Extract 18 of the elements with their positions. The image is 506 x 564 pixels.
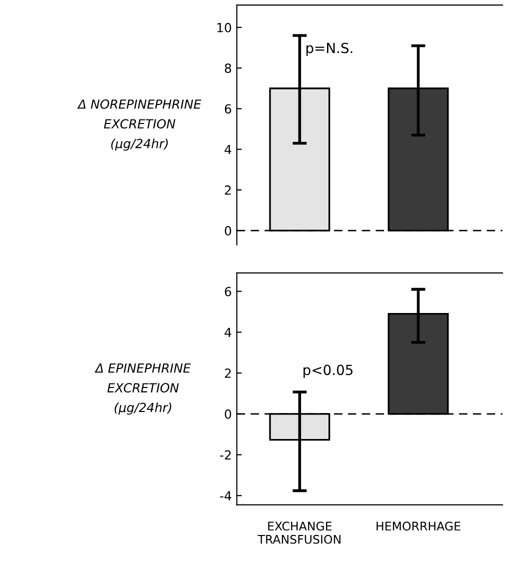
annotation: p=N.S. bbox=[306, 42, 352, 56]
y-axis-title: Δ NOREPINEPHRINE EXCRETION (μg/24hr) bbox=[77, 99, 202, 151]
y-tick-label: 0 bbox=[224, 226, 232, 236]
y-axis-title: Δ EPINEPHRINE EXCRETION (μg/24hr) bbox=[94, 364, 191, 415]
y-tick-label: 2 bbox=[224, 368, 231, 378]
y-tick-label: 0 bbox=[224, 409, 232, 419]
y-tick-label: 2 bbox=[224, 185, 231, 195]
y-tick-label: 6 bbox=[224, 286, 232, 296]
y-tick-label: 8 bbox=[224, 64, 232, 73]
x-tick-label: EXCHANGE TRANSFUSION bbox=[258, 522, 340, 544]
y-tick-label: 6 bbox=[224, 104, 232, 114]
y-tick-label: 10 bbox=[217, 22, 232, 32]
annotation: p<0.05 bbox=[304, 364, 352, 378]
x-tick-label: HEMORRHAGE bbox=[376, 522, 460, 531]
y-tick-label: -4 bbox=[220, 491, 232, 500]
y-tick-label: 4 bbox=[224, 144, 232, 154]
y-tick-label: 4 bbox=[224, 328, 232, 337]
y-tick-label: -2 bbox=[220, 450, 231, 460]
